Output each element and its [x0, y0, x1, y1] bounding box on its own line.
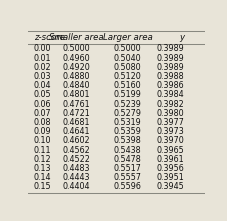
Text: 0.04: 0.04: [34, 81, 51, 90]
Text: 0.12: 0.12: [34, 155, 51, 164]
Text: 0.10: 0.10: [34, 136, 51, 145]
Text: 0.5080: 0.5080: [113, 63, 141, 72]
Text: 0.5239: 0.5239: [113, 100, 141, 109]
Text: 0.3977: 0.3977: [155, 118, 183, 127]
Text: 0.4840: 0.4840: [62, 81, 90, 90]
Text: 0.4562: 0.4562: [62, 146, 90, 154]
Text: 0.3970: 0.3970: [155, 136, 183, 145]
Text: 0.4443: 0.4443: [62, 173, 90, 182]
Text: 0.3951: 0.3951: [155, 173, 183, 182]
Text: 0.5000: 0.5000: [113, 44, 141, 53]
Text: y: y: [178, 33, 183, 42]
Text: 0.02: 0.02: [34, 63, 51, 72]
Text: 0.03: 0.03: [34, 72, 51, 81]
Text: 0.01: 0.01: [34, 54, 51, 63]
Text: 0.3989: 0.3989: [155, 44, 183, 53]
Text: 0.4960: 0.4960: [62, 54, 90, 63]
Text: 0.5000: 0.5000: [62, 44, 90, 53]
Text: 0.3986: 0.3986: [156, 81, 183, 90]
Text: 0.5040: 0.5040: [113, 54, 141, 63]
Text: 0.06: 0.06: [34, 100, 51, 109]
Text: 0.5596: 0.5596: [113, 182, 141, 191]
Text: 0.15: 0.15: [34, 182, 51, 191]
Text: 0.3982: 0.3982: [155, 100, 183, 109]
Text: 0.3965: 0.3965: [155, 146, 183, 154]
Text: 0.08: 0.08: [34, 118, 51, 127]
Text: 0.13: 0.13: [34, 164, 51, 173]
Text: 0.3989: 0.3989: [155, 63, 183, 72]
Text: 0.5279: 0.5279: [113, 109, 141, 118]
Text: 0.4522: 0.4522: [62, 155, 90, 164]
Text: 0.4721: 0.4721: [62, 109, 90, 118]
Text: 0.09: 0.09: [34, 127, 51, 136]
Text: 0.4920: 0.4920: [62, 63, 90, 72]
Text: 0.4641: 0.4641: [62, 127, 90, 136]
Text: 0.4483: 0.4483: [62, 164, 90, 173]
Text: 0.3973: 0.3973: [155, 127, 183, 136]
Text: Smaller area: Smaller area: [49, 33, 103, 42]
Text: 0.5557: 0.5557: [113, 173, 141, 182]
Text: 0.4880: 0.4880: [62, 72, 90, 81]
Text: 0.5160: 0.5160: [113, 81, 141, 90]
Text: 0.4602: 0.4602: [62, 136, 90, 145]
Text: 0.14: 0.14: [34, 173, 51, 182]
Text: 0.3984: 0.3984: [156, 90, 183, 99]
Text: 0.5120: 0.5120: [113, 72, 141, 81]
Text: 0.5398: 0.5398: [113, 136, 141, 145]
Text: 0.5319: 0.5319: [113, 118, 141, 127]
Text: 0.5359: 0.5359: [113, 127, 141, 136]
Text: 0.5438: 0.5438: [113, 146, 141, 154]
Text: 0.4404: 0.4404: [62, 182, 90, 191]
Text: 0.3945: 0.3945: [155, 182, 183, 191]
Text: 0.5199: 0.5199: [113, 90, 141, 99]
Text: 0.4681: 0.4681: [62, 118, 90, 127]
Text: 0.3961: 0.3961: [156, 155, 183, 164]
Text: 0.11: 0.11: [34, 146, 51, 154]
Text: 0.5478: 0.5478: [113, 155, 141, 164]
Text: 0.05: 0.05: [34, 90, 51, 99]
Text: Larger area: Larger area: [102, 33, 152, 42]
Text: 0.4761: 0.4761: [62, 100, 90, 109]
Text: 0.3980: 0.3980: [156, 109, 183, 118]
Text: 0.3956: 0.3956: [155, 164, 183, 173]
Text: 0.4801: 0.4801: [62, 90, 90, 99]
Text: 0.07: 0.07: [34, 109, 51, 118]
Text: 0.5517: 0.5517: [113, 164, 141, 173]
Text: z-score: z-score: [34, 33, 64, 42]
Text: 0.3988: 0.3988: [156, 72, 183, 81]
Text: 0.3989: 0.3989: [155, 54, 183, 63]
Text: 0.00: 0.00: [34, 44, 51, 53]
